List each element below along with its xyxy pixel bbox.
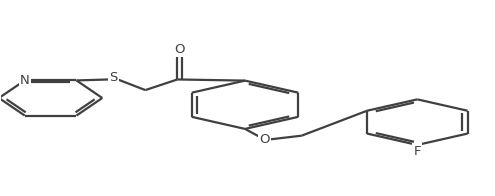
Text: F: F — [413, 145, 421, 158]
Text: N: N — [20, 74, 30, 87]
Text: S: S — [109, 71, 117, 84]
Text: O: O — [175, 43, 185, 56]
Text: O: O — [259, 133, 270, 146]
